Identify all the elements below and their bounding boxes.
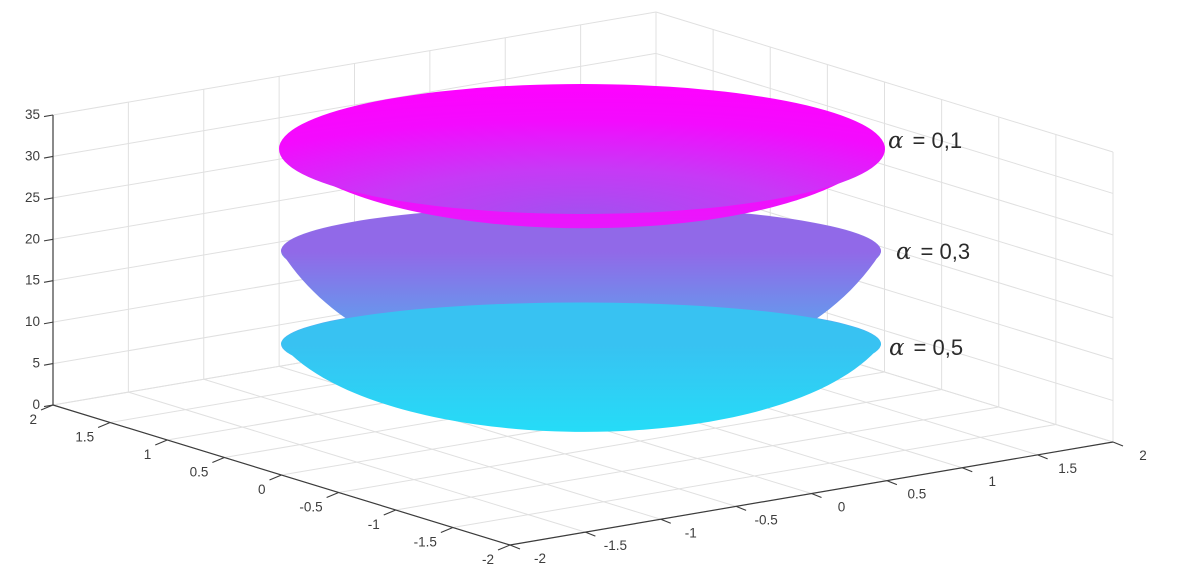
y-tick-label: 0 <box>258 482 266 497</box>
y-tick <box>97 421 111 429</box>
alpha-value: = 0,5 <box>913 335 964 360</box>
surfaces-group <box>279 84 886 432</box>
x-tick-label: -0.5 <box>754 512 777 527</box>
y-tick <box>326 491 339 499</box>
grid-line <box>52 52 657 157</box>
z-tick-label: 10 <box>25 314 40 329</box>
y-tick <box>497 544 511 551</box>
grid-line <box>338 389 942 493</box>
y-tick-label: -0.5 <box>299 500 322 515</box>
y-tick-label: 1 <box>144 447 152 462</box>
x-tick <box>585 531 596 537</box>
alpha-label-0-1: α = 0,1 <box>888 128 962 154</box>
z-tick <box>43 280 54 283</box>
x-tick-label: 2 <box>1139 448 1147 463</box>
z-tick-label: 0 <box>32 397 40 412</box>
grid-line <box>52 11 657 116</box>
y-tick <box>440 526 454 534</box>
y-tick <box>212 456 225 464</box>
grid-line <box>655 52 1114 194</box>
y-tick-label: -1.5 <box>414 535 437 550</box>
x-tick <box>509 544 521 550</box>
x-tick <box>811 492 822 499</box>
y-tick-label: 1.5 <box>75 430 94 445</box>
z-tick-label: 30 <box>25 148 40 163</box>
alpha-symbol: α <box>888 128 904 154</box>
z-tick <box>43 114 54 118</box>
y-tick <box>269 474 282 481</box>
x-tick-label: -1.5 <box>604 538 627 553</box>
x-tick-label: 1 <box>988 474 996 489</box>
axis-ticks <box>40 114 1124 551</box>
z-tick-label: 15 <box>25 273 40 288</box>
x-tick-label: 1.5 <box>1058 461 1077 476</box>
alpha-value: = 0,1 <box>912 128 963 153</box>
alpha-symbol: α <box>889 335 905 361</box>
x-tick <box>660 518 671 524</box>
z-tick <box>43 238 54 242</box>
alpha-value: = 0,3 <box>920 239 971 264</box>
x-tick-label: -1 <box>685 525 697 540</box>
z-tick <box>43 321 54 325</box>
x-tick <box>962 467 973 473</box>
alpha-label-0-5: α = 0,5 <box>889 335 963 361</box>
z-tick <box>43 155 54 159</box>
z-tick <box>43 363 54 366</box>
y-tick <box>40 404 54 411</box>
grid-line <box>452 424 1056 528</box>
x-tick <box>1112 441 1124 447</box>
surface-alpha-0-5-front-wall <box>281 302 882 432</box>
z-tick-label: 25 <box>25 190 40 205</box>
x-tick <box>886 480 898 486</box>
y-tick <box>383 509 396 516</box>
alpha-symbol: α <box>896 239 912 265</box>
y-tick <box>155 439 168 446</box>
y-tick-label: -1 <box>368 517 380 532</box>
y-tick-label: 2 <box>29 412 37 427</box>
surface-alpha-0-1-bowl <box>279 84 885 214</box>
z-tick-label: 20 <box>25 231 40 246</box>
x-tick <box>1037 454 1048 460</box>
z-tick <box>43 197 54 200</box>
alpha-label-0-3: α = 0,3 <box>896 239 970 265</box>
x-tick-label: 0 <box>838 500 846 515</box>
grid-line <box>655 11 1114 153</box>
x-tick-label: -2 <box>534 551 546 566</box>
x-tick <box>735 505 747 511</box>
y-tick-label: 0.5 <box>190 465 209 480</box>
z-tick-label: 35 <box>25 107 40 122</box>
y-tick-label: -2 <box>482 552 494 567</box>
grid-line <box>395 406 999 511</box>
x-tick-label: 0.5 <box>907 487 926 502</box>
z-tick-label: 5 <box>32 356 40 371</box>
